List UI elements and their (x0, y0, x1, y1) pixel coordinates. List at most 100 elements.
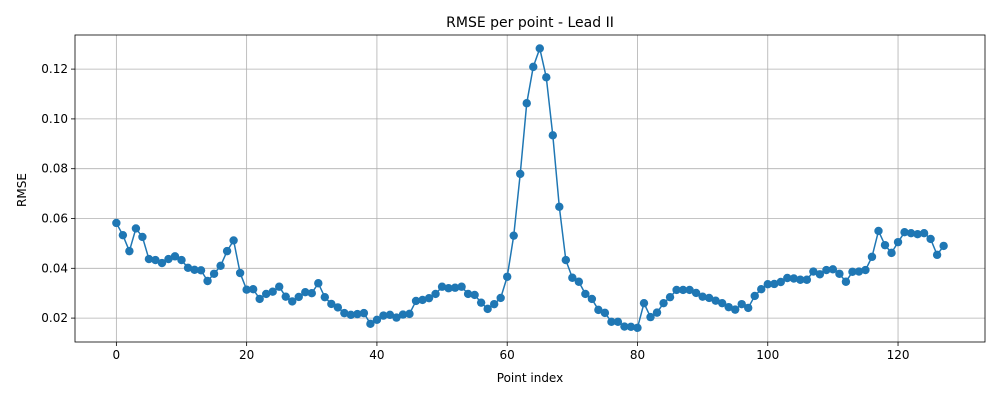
data-point (509, 231, 518, 240)
x-tick-label: 120 (887, 348, 910, 362)
y-axis-label: RMSE (15, 173, 29, 207)
data-point (268, 287, 277, 296)
data-point (874, 226, 883, 236)
y-tick-label: 0.06 (41, 212, 68, 226)
data-point (216, 261, 225, 271)
data-point (144, 254, 154, 264)
x-tick-label: 100 (756, 348, 779, 362)
data-point (789, 274, 799, 283)
data-point (450, 283, 460, 292)
data-point (346, 310, 356, 320)
data-point (151, 255, 160, 265)
data-point (340, 308, 349, 318)
data-point (613, 317, 623, 327)
data-point (620, 322, 629, 331)
data-point (665, 292, 675, 302)
data-point (431, 289, 440, 299)
data-point (457, 282, 466, 291)
data-point (574, 277, 584, 286)
data-point (880, 240, 890, 250)
data-point (170, 252, 180, 261)
data-point (711, 296, 720, 305)
data-point (815, 270, 825, 279)
data-point (372, 315, 382, 325)
data-point (867, 252, 877, 262)
data-point (587, 294, 597, 304)
data-point (327, 299, 336, 309)
data-point (757, 285, 766, 294)
data-point (314, 279, 323, 288)
y-tick-label: 0.12 (41, 62, 68, 76)
data-point (607, 317, 616, 327)
data-point (398, 310, 408, 319)
data-point (385, 310, 395, 320)
y-tick-label: 0.04 (41, 261, 68, 275)
data-point (672, 285, 681, 295)
data-point (561, 255, 571, 265)
data-point (555, 202, 564, 212)
x-tick-label: 80 (630, 348, 645, 362)
data-point (900, 227, 909, 237)
data-point (535, 44, 544, 53)
data-point (379, 311, 388, 320)
x-axis-label: Point index (497, 371, 563, 385)
data-point (294, 292, 303, 302)
data-point (183, 263, 193, 273)
data-point (444, 284, 453, 293)
data-point (763, 280, 772, 289)
data-point (164, 254, 173, 264)
y-tick-label: 0.10 (41, 112, 68, 126)
ticks: 0 20 40 60 80 100 120 0.02 0.04 0.06 0.08 0.10 0.12 (41, 62, 909, 362)
data-point (177, 255, 186, 265)
data-point (248, 285, 258, 294)
data-point (717, 298, 727, 308)
data-point (639, 298, 649, 308)
data-point (125, 246, 134, 256)
data-point (424, 293, 434, 303)
data-point (698, 292, 707, 301)
x-tick-label: 0 (113, 348, 121, 362)
data-point (392, 313, 401, 322)
data-point (209, 269, 219, 278)
plot-frame (74, 34, 986, 343)
data-point (919, 228, 929, 238)
data-point (783, 273, 792, 283)
data-point (887, 248, 896, 258)
data-point (242, 285, 251, 294)
data-point (333, 303, 343, 312)
data-point (196, 266, 206, 275)
data-point (418, 295, 427, 305)
data-point (822, 265, 831, 275)
data-point (288, 297, 297, 306)
data-point (275, 282, 284, 291)
data-point (411, 296, 421, 306)
data-point (489, 299, 499, 309)
data-point (737, 299, 746, 309)
data-point (131, 224, 141, 233)
data-point (600, 308, 610, 318)
data-point (157, 258, 167, 268)
data-point (118, 230, 128, 240)
data-point (301, 288, 310, 297)
data-point (366, 319, 375, 329)
x-tick-label: 20 (239, 348, 254, 362)
data-point (203, 276, 212, 286)
data-point (685, 285, 694, 295)
data-point (353, 309, 362, 319)
data-point (470, 290, 479, 300)
data-point (835, 269, 844, 278)
data-point (594, 305, 603, 315)
data-point (626, 322, 636, 332)
data-point (633, 323, 642, 333)
data-point (522, 99, 531, 108)
data-point (529, 62, 538, 72)
data-point (255, 294, 264, 304)
y-tick-label: 0.02 (41, 311, 68, 325)
data-point (437, 282, 447, 291)
data-point (704, 293, 714, 303)
series-line (115, 45, 945, 329)
x-tick-label: 60 (500, 348, 515, 362)
x-tick-label: 40 (369, 348, 384, 362)
